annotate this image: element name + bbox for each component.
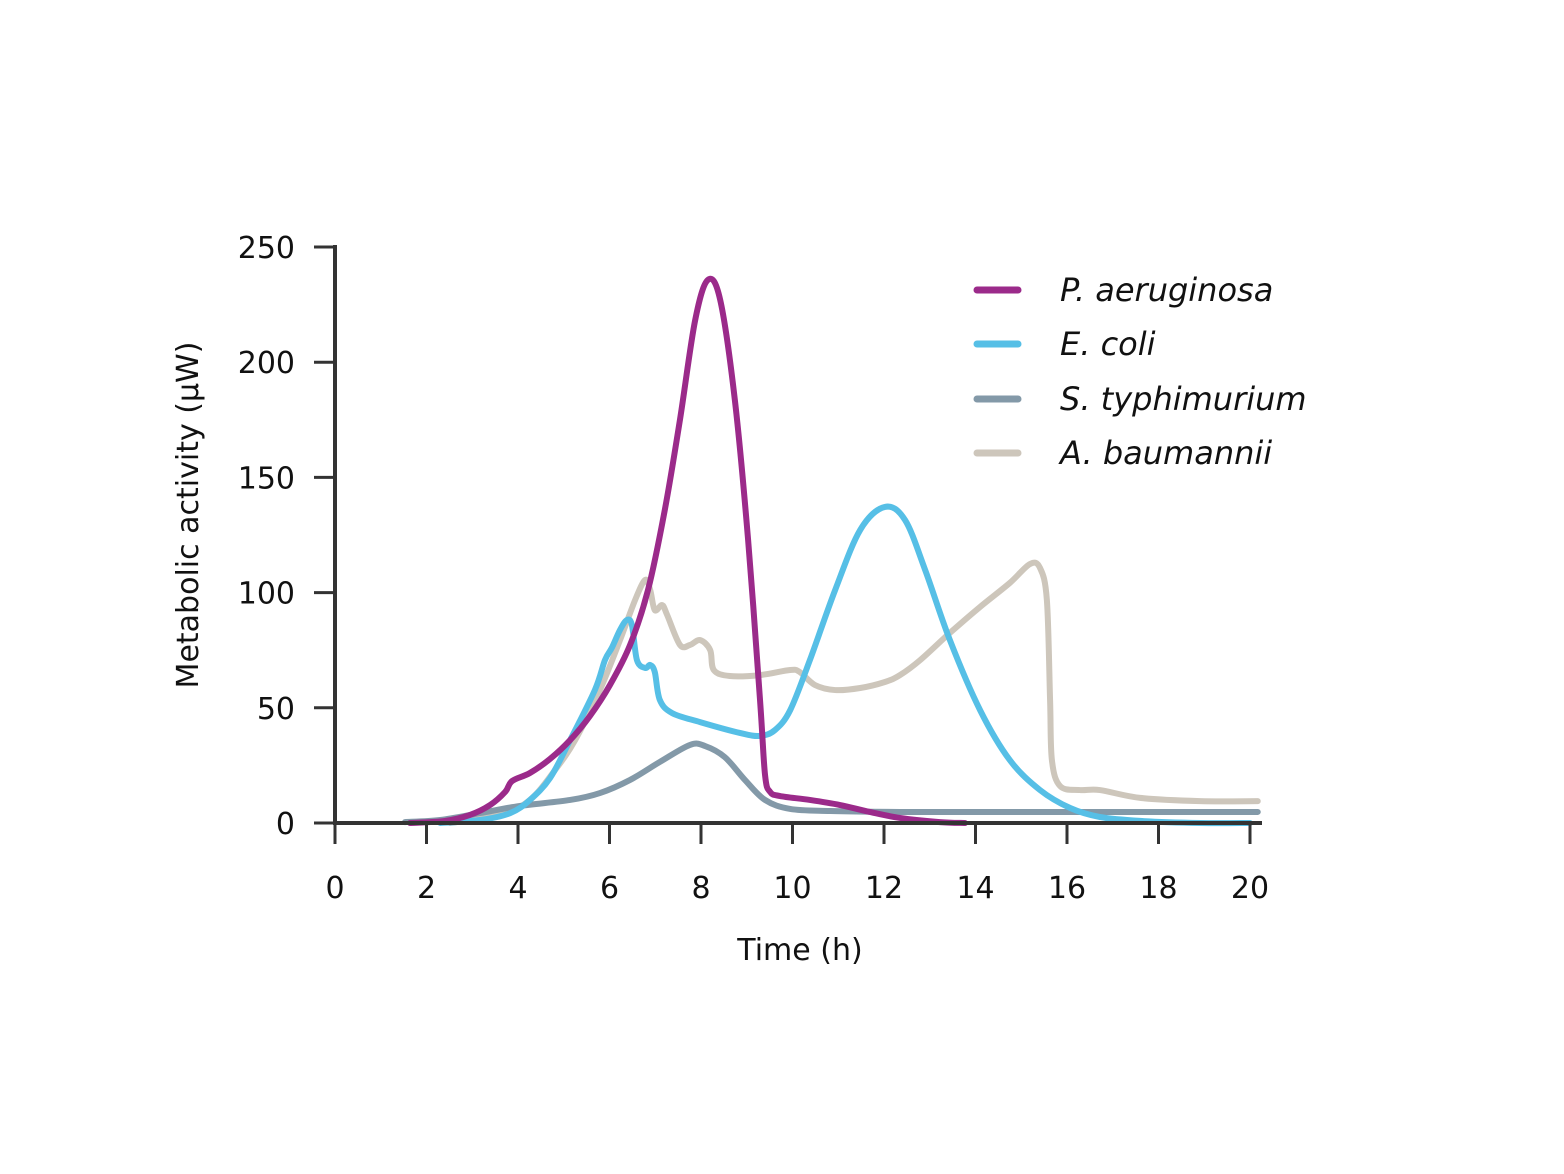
x-tick-label: 18	[1139, 871, 1177, 906]
y-axis-title: Metabolic activity (µW)	[171, 342, 206, 689]
series-line-e-coli	[437, 503, 1253, 827]
y-tick-label: 50	[257, 692, 295, 727]
legend-item: S. typhimurium	[973, 380, 1307, 418]
x-tick-label: 20	[1231, 871, 1269, 906]
x-axis-title: Time (h)	[736, 933, 862, 968]
series-line-a-baumannii	[446, 559, 1261, 826]
legend-label: E. coli	[1060, 325, 1156, 363]
x-tick-label: 4	[508, 871, 527, 906]
x-tick-label: 2	[417, 871, 436, 906]
legend-label: P. aeruginosa	[1060, 271, 1273, 309]
series-line-p-aeruginosa	[407, 275, 968, 826]
x-tick-label: 16	[1048, 871, 1086, 906]
legend-label: S. typhimurium	[1060, 380, 1307, 418]
series-line-s-typhimurium	[401, 740, 1261, 826]
legend-label: A. baumannii	[1058, 434, 1272, 472]
legend-item: A. baumannii	[973, 434, 1272, 472]
x-tick-label: 6	[600, 871, 619, 906]
y-tick-label: 150	[238, 461, 295, 496]
legend-item: P. aeruginosa	[973, 271, 1273, 309]
x-tick-label: 8	[691, 871, 710, 906]
x-tick-label: 12	[865, 871, 903, 906]
y-tick-label: 250	[238, 231, 295, 266]
y-tick-label: 200	[238, 346, 295, 381]
x-tick-label: 0	[325, 871, 344, 906]
series-layer	[401, 275, 1261, 827]
y-tick-label: 0	[276, 807, 295, 842]
y-tick-label: 100	[238, 577, 295, 612]
legend-item: E. coli	[973, 325, 1156, 363]
x-tick-label: 14	[956, 871, 994, 906]
x-tick-label: 10	[773, 871, 811, 906]
axes	[333, 245, 1262, 825]
legend: P. aeruginosa E. coli S. typhimurium A. …	[973, 271, 1307, 472]
